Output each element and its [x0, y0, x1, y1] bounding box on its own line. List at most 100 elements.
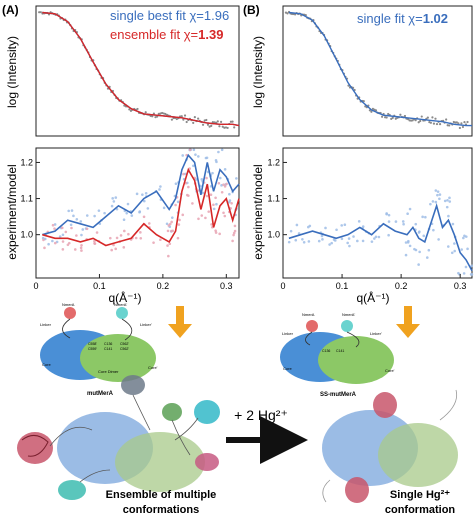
- residual-point: [214, 196, 217, 200]
- data-point: [151, 115, 154, 118]
- protein-a-domain-pink: [195, 453, 219, 471]
- chart-b-top: [282, 5, 473, 137]
- residual-point: [231, 239, 234, 243]
- series-line-single-best-fit: [42, 153, 240, 236]
- residual-point: [220, 184, 223, 187]
- x-tick-label: 0.1: [336, 281, 349, 291]
- data-point: [182, 118, 185, 121]
- series-line-single-fit: [288, 11, 472, 127]
- residual-point: [451, 222, 455, 226]
- a-legend-ensemble-text: ensemble fit χ=: [110, 27, 198, 42]
- data-point: [157, 112, 160, 115]
- data-point: [206, 123, 210, 126]
- transition-text: + 2 Hg²⁺: [234, 407, 288, 423]
- residual-point: [320, 234, 324, 238]
- data-point: [210, 124, 213, 127]
- data-point: [399, 113, 402, 116]
- residual-point: [192, 148, 196, 152]
- residual-point: [122, 246, 126, 249]
- residual-point: [446, 198, 449, 202]
- data-point: [38, 11, 41, 14]
- residual-point: [93, 242, 96, 245]
- a-legend-ensemble-value: 1.39: [198, 27, 223, 42]
- data-point: [136, 107, 139, 111]
- residual-point: [406, 212, 409, 215]
- residual-point: [192, 164, 195, 168]
- data-point: [380, 115, 384, 118]
- series-line-ensemble-fit: [42, 167, 240, 247]
- residual-point: [408, 244, 412, 248]
- protein-b-blob-green: [378, 423, 458, 487]
- residual-point: [194, 153, 197, 156]
- schematic-a: NmerA NmerA' Linker Linker' Core Core' C…: [40, 302, 158, 397]
- residual-point: [453, 249, 457, 253]
- residual-point: [225, 182, 228, 186]
- residual-point: [469, 273, 473, 276]
- residual-point: [308, 224, 312, 228]
- data-point: [286, 12, 289, 15]
- residual-point: [340, 237, 344, 241]
- residual-point: [212, 207, 216, 211]
- data-point: [219, 120, 223, 123]
- residual-point: [139, 236, 143, 240]
- residual-point: [85, 214, 89, 217]
- residual-point: [69, 223, 73, 227]
- residual-point: [135, 192, 139, 196]
- residual-point: [233, 229, 237, 233]
- schematic-b-label-linker-prime: Linker': [370, 331, 382, 336]
- residual-point: [159, 238, 162, 242]
- residual-point: [178, 218, 181, 222]
- residual-point: [181, 154, 185, 157]
- residual-point: [352, 235, 355, 238]
- data-point: [180, 115, 183, 118]
- data-point: [221, 125, 224, 128]
- residual-point: [67, 241, 71, 245]
- residual-point: [373, 237, 376, 240]
- residual-point: [448, 196, 451, 200]
- residual-point: [200, 214, 204, 217]
- residual-point: [70, 226, 73, 230]
- residual-point: [110, 248, 113, 252]
- panel-label-a: (A): [2, 3, 19, 17]
- residual-point: [222, 183, 225, 186]
- data-point: [417, 121, 420, 124]
- data-point: [426, 116, 429, 119]
- residual-point: [115, 236, 119, 240]
- residual-point: [228, 199, 232, 202]
- residual-point: [119, 234, 123, 237]
- y-tick-label: 1.0: [20, 230, 33, 240]
- schematic-b-label-c141: C141: [336, 349, 344, 353]
- schematic-a-label-nmera: NmerA: [62, 302, 75, 307]
- residual-point: [147, 222, 151, 225]
- residual-point: [174, 182, 178, 186]
- schematic-a-title: mutMerA: [87, 391, 114, 397]
- residual-point: [418, 250, 421, 254]
- residual-point: [222, 211, 225, 215]
- residual-point: [220, 148, 224, 152]
- residual-point: [205, 156, 209, 160]
- residual-point: [429, 202, 432, 206]
- residual-point: [445, 205, 449, 209]
- data-point: [403, 114, 407, 118]
- residual-point: [204, 216, 207, 220]
- residual-point: [188, 167, 191, 170]
- residual-point: [328, 243, 331, 246]
- residual-point: [436, 190, 440, 193]
- a-xlabel: q(Å⁻¹): [109, 290, 142, 305]
- schematic-b-label-nmera-prime: NmerA': [342, 312, 355, 317]
- residual-point: [168, 242, 172, 246]
- residual-point: [294, 238, 298, 242]
- data-point: [429, 121, 433, 124]
- residual-point: [447, 214, 450, 218]
- residual-point: [146, 207, 150, 210]
- residual-point: [462, 272, 466, 275]
- residual-point: [223, 214, 227, 218]
- plot-frame: [282, 5, 473, 137]
- chart-a-bottom: 0 0.1 0.2 0.3 1.0 1.1 1.2: [20, 147, 240, 291]
- data-point: [432, 122, 436, 125]
- schematic-a-label-c136: C136: [104, 342, 112, 346]
- residual-point: [307, 240, 311, 243]
- residual-point: [166, 229, 170, 233]
- data-point: [419, 119, 422, 123]
